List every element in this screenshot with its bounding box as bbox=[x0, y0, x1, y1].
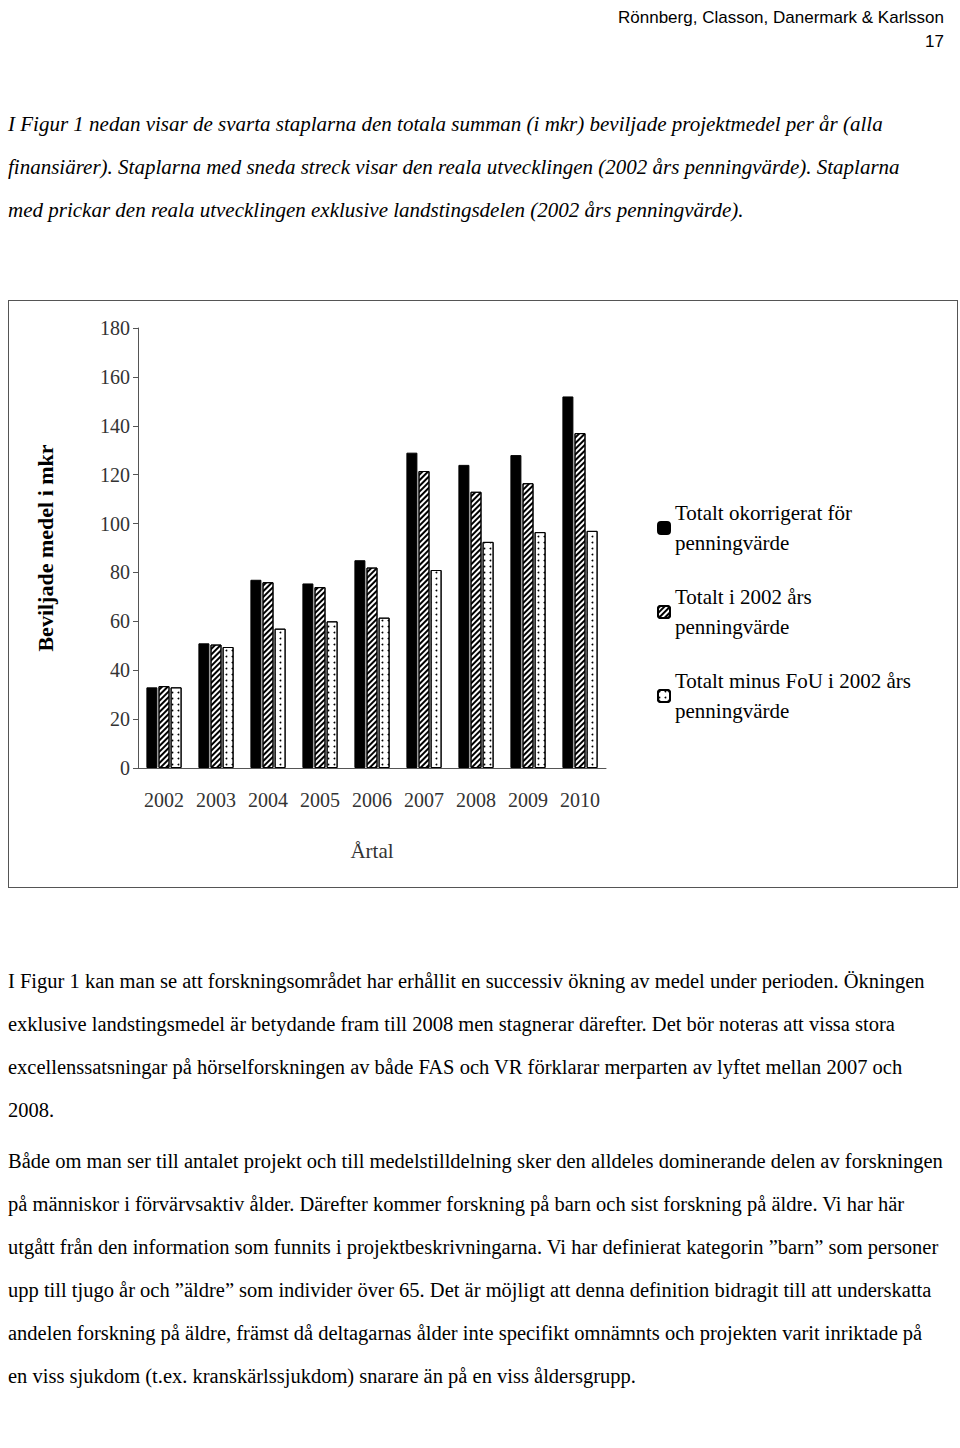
svg-text:2007: 2007 bbox=[404, 789, 444, 811]
svg-text:100: 100 bbox=[100, 513, 130, 535]
svg-text:2004: 2004 bbox=[248, 789, 288, 811]
svg-text:120: 120 bbox=[100, 464, 130, 486]
svg-text:penningvärde: penningvärde bbox=[675, 531, 789, 555]
svg-text:2008: 2008 bbox=[456, 789, 496, 811]
svg-text:penningvärde: penningvärde bbox=[675, 699, 789, 723]
svg-text:0: 0 bbox=[120, 757, 130, 779]
html-text:Både om man ser till antalet p: Både om man ser till antalet projekt och… bbox=[8, 1150, 943, 1387]
svg-text:Totalt okorrigerat för: Totalt okorrigerat för bbox=[675, 501, 857, 525]
html-text:Rönnberg, Classon, Danermark &: Rönnberg, Classon, Danermark & Karlsson bbox=[618, 8, 944, 27]
svg-text:40: 40 bbox=[110, 659, 130, 681]
html-text:I Figur 1 nedan visar de svart: I Figur 1 nedan visar de svarta staplarn… bbox=[8, 112, 900, 222]
svg-text:2010: 2010 bbox=[560, 789, 600, 811]
html-text:17: 17 bbox=[925, 32, 944, 51]
svg-text:Totalt minus FoU i 2002 års: Totalt minus FoU i 2002 års bbox=[675, 669, 916, 693]
svg-text:60: 60 bbox=[110, 610, 130, 632]
svg-text:2002: 2002 bbox=[144, 789, 184, 811]
svg-text:180: 180 bbox=[100, 317, 130, 339]
svg-text:Totalt i 2002 års: Totalt i 2002 års bbox=[675, 585, 817, 609]
svg-text:2009: 2009 bbox=[508, 789, 548, 811]
svg-text:2005: 2005 bbox=[300, 789, 340, 811]
svg-text:2006: 2006 bbox=[352, 789, 392, 811]
svg-text:160: 160 bbox=[100, 366, 130, 388]
svg-text:140: 140 bbox=[100, 415, 130, 437]
svg-text:2003: 2003 bbox=[196, 789, 236, 811]
svg-text:20: 20 bbox=[110, 708, 130, 730]
svg-text:Beviljade medel i mkr: Beviljade medel i mkr bbox=[33, 444, 58, 651]
svg-text:Årtal: Årtal bbox=[350, 839, 393, 863]
svg-text:penningvärde: penningvärde bbox=[675, 615, 789, 639]
html-text:I Figur 1 kan man se att forsk: I Figur 1 kan man se att forskningsområd… bbox=[8, 970, 925, 1121]
svg-text:80: 80 bbox=[110, 561, 130, 583]
